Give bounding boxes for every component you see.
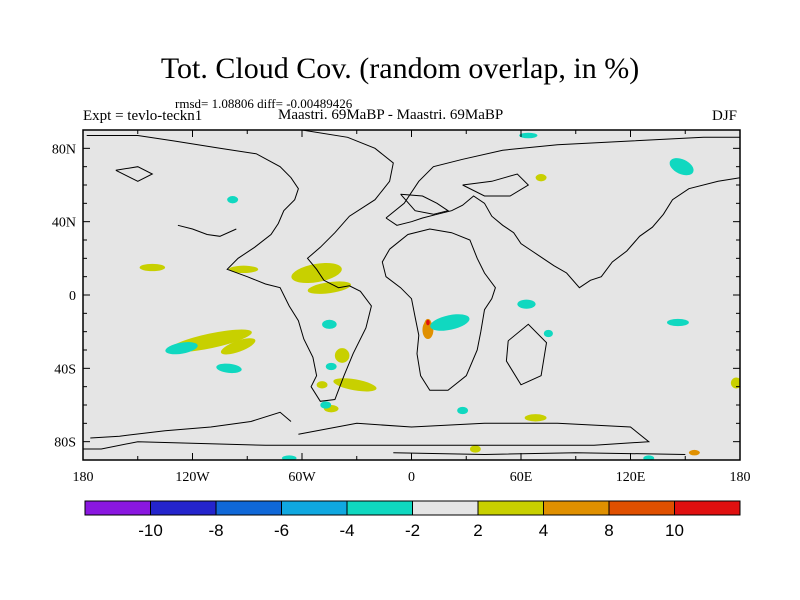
anomaly-layer (139, 132, 740, 460)
colorbar-label: 8 (604, 521, 613, 540)
y-tick-label: 40S (54, 362, 76, 377)
anomaly-patch (688, 449, 700, 456)
colorbar-label: -6 (274, 521, 289, 540)
x-tick-label: 60W (288, 470, 316, 485)
coastline (505, 323, 548, 386)
coastline-layer (83, 130, 740, 456)
colorbar-swatch (346, 500, 413, 516)
x-tick-label: 120E (616, 470, 646, 485)
colorbar-label: -8 (208, 521, 223, 540)
coastline (90, 411, 292, 439)
map-background (83, 130, 740, 460)
colorbar-swatch (608, 500, 675, 516)
coastline (177, 224, 237, 237)
anomaly-patch (535, 174, 547, 182)
coastline (385, 136, 740, 289)
anomaly-patch (643, 455, 655, 460)
anomaly-patch (430, 314, 470, 331)
x-tick-label: 0 (408, 470, 415, 485)
colorbar-swatch (412, 500, 479, 516)
anomaly-patch (457, 406, 469, 415)
y-tick-label: 80S (54, 436, 76, 451)
experiment-label: Expt = tevlo-teckn1 (83, 108, 203, 124)
anomaly-patch (320, 401, 332, 409)
coastline (400, 193, 450, 215)
anomaly-patch (307, 281, 352, 294)
anomaly-patch (730, 377, 740, 389)
colorbar-swatch (150, 500, 217, 516)
colorbar-swatch (281, 500, 348, 516)
anomaly-patch (669, 158, 694, 176)
x-tick-label: 60E (510, 470, 533, 485)
y-tick-label: 0 (69, 289, 76, 304)
anomaly-patch (334, 348, 350, 363)
anomaly-patch (543, 329, 553, 338)
colorbar-label: -4 (339, 521, 354, 540)
anomaly-patch (220, 338, 256, 355)
anomaly-patch (316, 381, 328, 389)
colorbar-swatch (543, 500, 610, 516)
anomaly-patch (519, 132, 538, 139)
chart-title: Tot. Cloud Cov. (random overlap, in %) (160, 52, 640, 85)
anomaly-patch (216, 363, 242, 374)
anomaly-patch (227, 196, 239, 204)
x-tick-label: 120W (175, 470, 210, 485)
anomaly-patch (517, 299, 536, 309)
axis-layer: 180 120W 60W 0 60E 120E 180 80N 40N 0 40S 80S (52, 129, 751, 485)
colorbar-label: -2 (405, 521, 420, 540)
anomaly-patch (139, 263, 166, 272)
colorbar-swatch (674, 500, 741, 516)
colorbar-swatch (477, 500, 544, 516)
coastline (83, 422, 651, 450)
y-tick-label: 80N (52, 142, 76, 157)
colorbar-label: 10 (665, 521, 684, 540)
anomaly-patch (322, 319, 337, 329)
comparison-label: Maastri. 69MaBP - Maastri. 69MaBP (278, 107, 504, 123)
anomaly-patch (469, 445, 481, 453)
coastline (462, 173, 530, 197)
anomaly-patch (281, 455, 297, 460)
anomaly-patch (667, 318, 689, 327)
colorbar-label: 4 (539, 521, 548, 540)
anomaly-patch (333, 378, 377, 392)
y-tick-label: 40N (52, 216, 76, 231)
coastline (115, 166, 154, 182)
anomaly-patch (229, 265, 259, 274)
anomaly-patch (165, 342, 198, 355)
colorbar-label: -10 (138, 521, 163, 540)
season-label: DJF (712, 108, 738, 124)
colorbar: -10 -8 -6 -4 -2 2 4 8 10 (84, 500, 741, 540)
colorbar-label: 2 (473, 521, 482, 540)
stats-text: rmsd= 1.08806 diff= -0.00489426 (175, 96, 353, 111)
anomaly-patch (524, 414, 547, 422)
coastline (381, 228, 496, 391)
anomaly-patch (426, 319, 430, 326)
colorbar-swatch (84, 500, 151, 516)
x-tick-label: 180 (73, 470, 94, 485)
colorbar-swatch (215, 500, 282, 516)
x-tick-label: 180 (730, 470, 751, 485)
anomaly-patch (291, 262, 342, 284)
coastline (86, 130, 394, 402)
anomaly-patch (325, 362, 337, 371)
